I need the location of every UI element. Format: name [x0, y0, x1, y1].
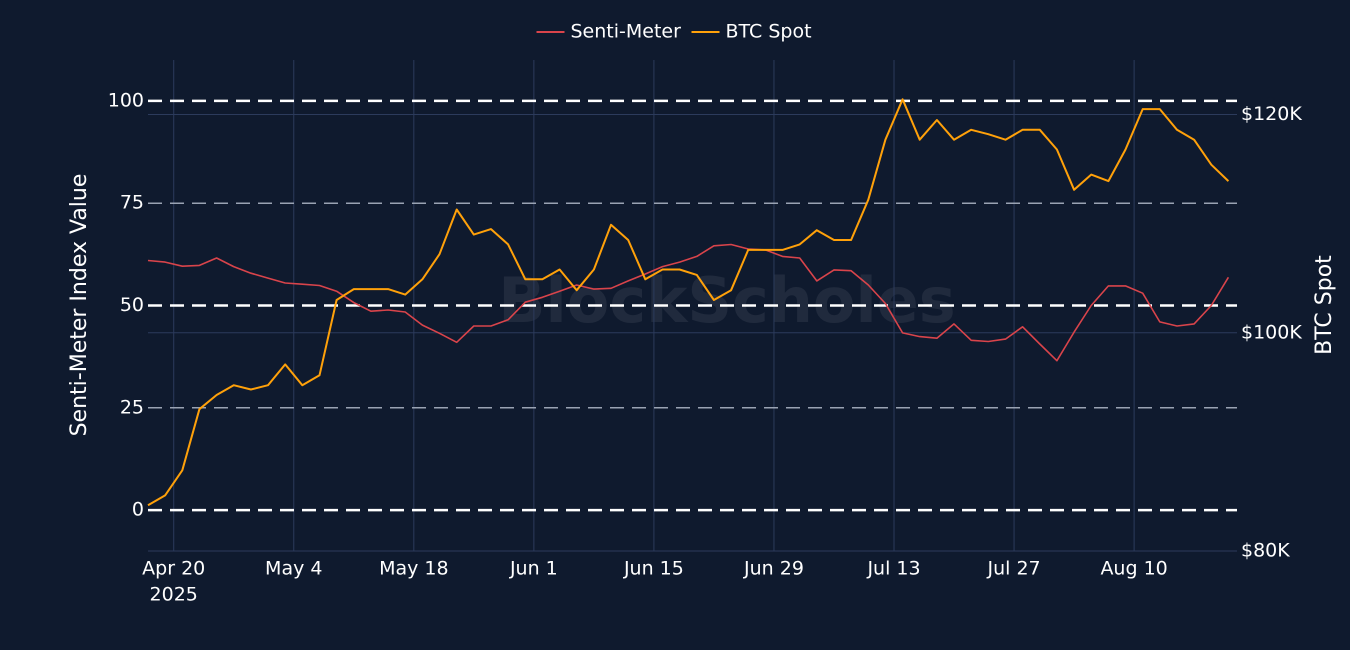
series-line	[147, 98, 1230, 507]
x-tick-label: Jun 29	[743, 558, 804, 580]
y-tick-label: 50	[120, 294, 144, 316]
x-tick-label: Apr 20	[142, 558, 205, 580]
x-tick-label: Jul 27	[986, 558, 1040, 580]
x-tick-label: May 18	[379, 558, 449, 580]
y-tick-label: 100	[108, 89, 144, 111]
x-tick-label: Aug 10	[1100, 558, 1167, 580]
watermark: BlockScholes	[498, 264, 955, 337]
y-tick-label: 75	[120, 192, 144, 214]
y-axis-title: Senti-Meter Index Value	[67, 174, 92, 437]
legend-label: BTC Spot	[726, 21, 812, 43]
y-tick-label: 25	[120, 396, 144, 418]
y2-tick-label: $80K	[1241, 540, 1290, 562]
x-tick-label: Jul 13	[866, 558, 920, 580]
x-tick-label: Jun 1	[509, 558, 558, 580]
legend-label: Senti-Meter	[571, 21, 682, 43]
y2-axis-title: BTC Spot	[1312, 255, 1337, 355]
x-tick-label: Jun 15	[623, 558, 684, 580]
x-tick-label: May 4	[265, 558, 322, 580]
series-line	[147, 243, 1230, 362]
x-year-label: 2025	[150, 584, 198, 606]
y2-tick-label: $120K	[1241, 103, 1302, 125]
y-tick-label: 0	[132, 499, 144, 521]
y2-tick-label: $100K	[1241, 321, 1302, 343]
